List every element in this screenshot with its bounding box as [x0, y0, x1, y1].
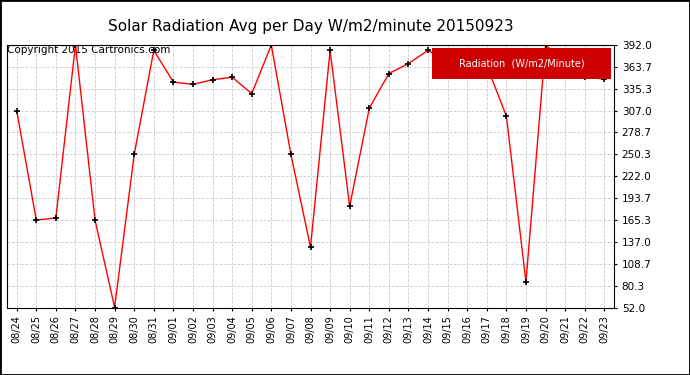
Text: Solar Radiation Avg per Day W/m2/minute 20150923: Solar Radiation Avg per Day W/m2/minute … [108, 19, 513, 34]
Text: Copyright 2015 Cartronics.com: Copyright 2015 Cartronics.com [7, 45, 170, 55]
